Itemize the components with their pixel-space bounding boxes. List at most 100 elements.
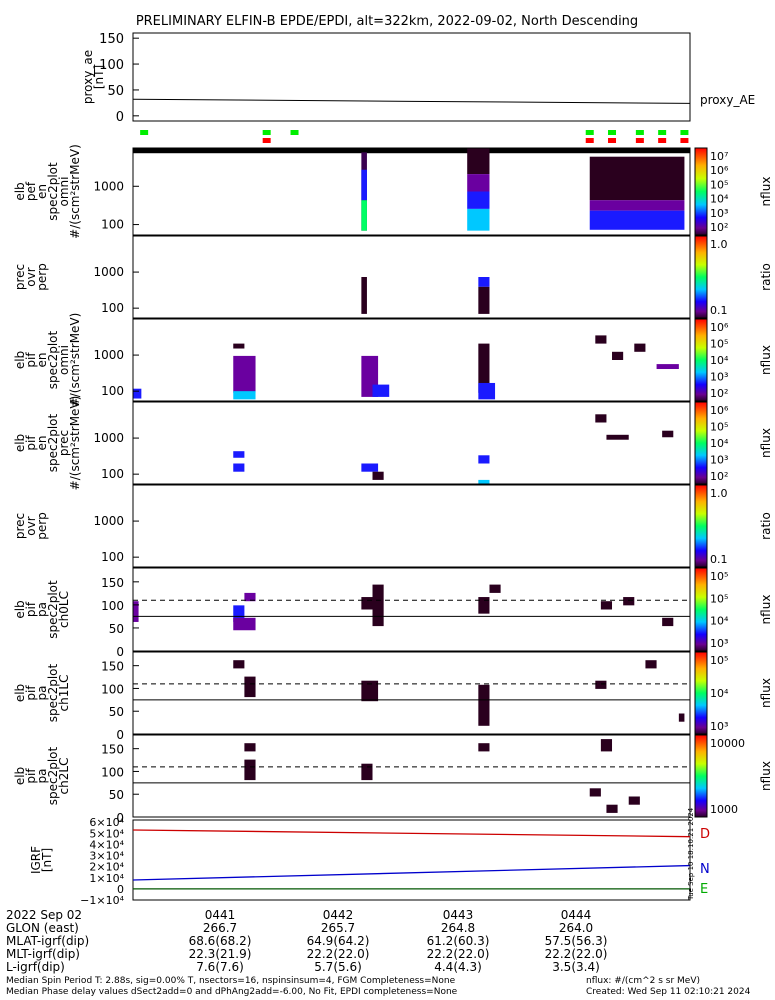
igrf-ytick-0: 6×10⁴: [89, 816, 124, 829]
pa-ch2-cell-5: [589, 788, 601, 797]
status-red-3: [635, 138, 644, 143]
status-green-3: [585, 130, 594, 135]
prec-ovr-perp-e-ylabel-1: ovr: [24, 267, 38, 286]
time-col-2-mlt: 22.2(22.0): [426, 947, 490, 961]
pa-ch0-ylabel-3: spec2plot: [46, 580, 60, 639]
pa-ch0-cbtick-1: 10⁵: [710, 592, 728, 605]
pa-ch1-cbtick-1: 10⁴: [710, 687, 729, 700]
prec-ovr-perp-e-ytick-0: 1000: [93, 265, 124, 279]
prec-ovr-perp-i-frame: [132, 484, 691, 568]
pa-ch0-cell-1: [233, 605, 245, 622]
pa-ch0-cell-10: [662, 617, 674, 627]
pa-ch0-ylabel-4: ch0LC: [57, 591, 71, 628]
elb-pif-omni-ylabel-4: omni: [57, 345, 71, 375]
elb-pif-prec-colorbar: [694, 401, 708, 485]
prec-ovr-perp-e-colorbar: [694, 235, 708, 319]
status-green-5: [635, 130, 644, 135]
status-green-0: [140, 130, 149, 135]
pa-ch2-cbtick-0: 10000: [710, 737, 745, 750]
elb-pif-omni-ylabel-5: #/(scm²strMeV): [68, 313, 82, 408]
elb-pif-omni-cbtick-4: 10²: [710, 387, 728, 400]
elb-pef-omni-cell-9: [589, 200, 685, 211]
pa-ch1-ylabel-4: ch1LC: [57, 675, 71, 712]
proxy-ae-ytick-3: 0: [116, 110, 124, 125]
elb-pef-omni-ylabel-1: pef: [24, 181, 38, 201]
prec-ovr-perp-i-ylabel-2: perp: [35, 512, 49, 540]
elb-pif-prec-cell-0: [233, 451, 245, 458]
elb-pif-omni-cbtick-1: 10⁵: [710, 338, 728, 351]
igrf-ytick-1: 5×10⁴: [89, 827, 124, 840]
elb-pef-omni-cell-5: [467, 174, 490, 192]
elb-pef-omni-ytick-0: 1000: [93, 179, 124, 193]
footer-units: nflux: #/(cm^2 s sr MeV): [586, 976, 700, 986]
elb-pif-prec-ylabel-3: spec2plot: [46, 413, 60, 472]
elb-pef-omni-ylabel-0: elb: [13, 182, 27, 200]
pa-ch0-ytick-1: 100: [101, 599, 124, 613]
time-col-0-glon: 266.7: [202, 921, 238, 935]
pa-ch0-ytick-2: 50: [109, 622, 124, 636]
pa-ch0-cell-8: [600, 601, 613, 610]
figure-title: PRELIMINARY ELFIN-B EPDE/EPDI, alt=322km…: [136, 14, 638, 29]
time-col-3-l: 3.5(3.4): [552, 960, 600, 974]
elb-pif-omni-cell-2: [233, 355, 256, 393]
prec-ovr-perp-i-ylabel-0: prec: [13, 513, 27, 539]
footer-created: Created: Wed Sep 11 02:10:21 2024: [586, 987, 751, 997]
prec-ovr-perp-i-cbtick-1: 0.1: [710, 553, 728, 566]
pa-ch0-ylabel-2: pa: [35, 602, 49, 617]
pa-ch0-cell-6: [478, 597, 490, 614]
status-red-1: [585, 138, 594, 143]
pa-ch0-cell-0: [133, 601, 139, 622]
elb-pif-omni-cell-8: [595, 335, 607, 344]
proxy-ae-ytick-1: 100: [99, 58, 124, 73]
panels: proxy_ae[nT]150100500proxy_AEelbpefenspe…: [13, 32, 773, 907]
elb-pif-prec-cell-4: [478, 455, 490, 464]
igrf-ylabel-1: [nT]: [40, 848, 54, 872]
time-col-3-glon: 264.0: [558, 921, 594, 935]
proxy-ae-ytick-2: 50: [107, 84, 124, 99]
time-col-1-mlat: 64.9(64.2): [306, 934, 370, 948]
elb-pif-omni-ylabel-3: spec2plot: [46, 330, 60, 389]
pa-ch2-cell-2: [361, 763, 373, 781]
pa-ch0-ytick-0: 150: [101, 576, 124, 590]
igrf-ytick-3: 3×10⁴: [89, 850, 124, 863]
time-col-0-mlat: 68.6(68.2): [188, 934, 252, 948]
pa-ch0-cell-7: [489, 584, 501, 593]
pa-ch1-ytick-0: 150: [101, 660, 124, 674]
elb-pef-omni-cell-7: [467, 208, 490, 231]
prec-ovr-perp-e-frame: [132, 235, 691, 319]
elb-pif-omni-cblabel: nflux: [759, 345, 773, 375]
igrf-ytick-2: 4×10⁴: [89, 838, 124, 851]
pa-ch1-cell-0: [233, 660, 245, 669]
status-green-1: [262, 130, 271, 135]
time-col-1-time: 0442: [322, 908, 354, 922]
elb-pef-omni-cell-6: [467, 191, 490, 209]
igrf-ylabel-0: IGRF: [29, 846, 43, 874]
prec-ovr-perp-i-cblabel: ratio: [759, 512, 773, 540]
elb-pef-omni-cell-10: [589, 210, 685, 230]
elb-pif-prec-cell-2: [361, 463, 379, 472]
pa-ch0-cbtick-2: 10⁴: [710, 615, 729, 628]
elb-pif-omni-cbtick-3: 10³: [710, 371, 728, 384]
pa-ch2-ytick-0: 150: [101, 743, 124, 757]
igrf-ytick-4: 2×10⁴: [89, 861, 124, 874]
status-green-7: [680, 130, 689, 135]
igrf-legend-N: N: [700, 862, 710, 877]
elb-pif-omni-cell-3: [233, 391, 256, 400]
pa-ch2-cell-7: [628, 796, 640, 805]
status-red-2: [608, 138, 617, 143]
elb-pif-prec-ylabel-1: pif: [24, 435, 38, 451]
prec-ovr-perp-e-cbtick-0: 1.0: [710, 238, 728, 251]
elb-pif-prec-cbtick-0: 10⁶: [710, 404, 729, 417]
igrf-ytick-7: −1×10⁴: [80, 894, 124, 907]
elb-pif-prec-ylabel-0: elb: [13, 434, 27, 452]
pa-ch1-cbtick-2: 10³: [710, 720, 728, 733]
igrf-legend-E: E: [700, 882, 708, 897]
proxy-ae-ylabel-0: proxy_ae: [81, 50, 95, 104]
prec-ovr-perp-i-ytick-0: 1000: [93, 514, 124, 528]
elb-pif-omni-cbtick-2: 10⁴: [710, 354, 729, 367]
footer-line-1: Median Spin Period T: 2.88s, sig=0.00% T…: [6, 976, 456, 986]
pa-ch2-ylabel-0: elb: [13, 767, 27, 785]
pa-ch0-cell-5: [372, 584, 384, 627]
status-green-4: [608, 130, 617, 135]
prec-ovr-perp-i-ylabel-1: ovr: [24, 516, 38, 535]
